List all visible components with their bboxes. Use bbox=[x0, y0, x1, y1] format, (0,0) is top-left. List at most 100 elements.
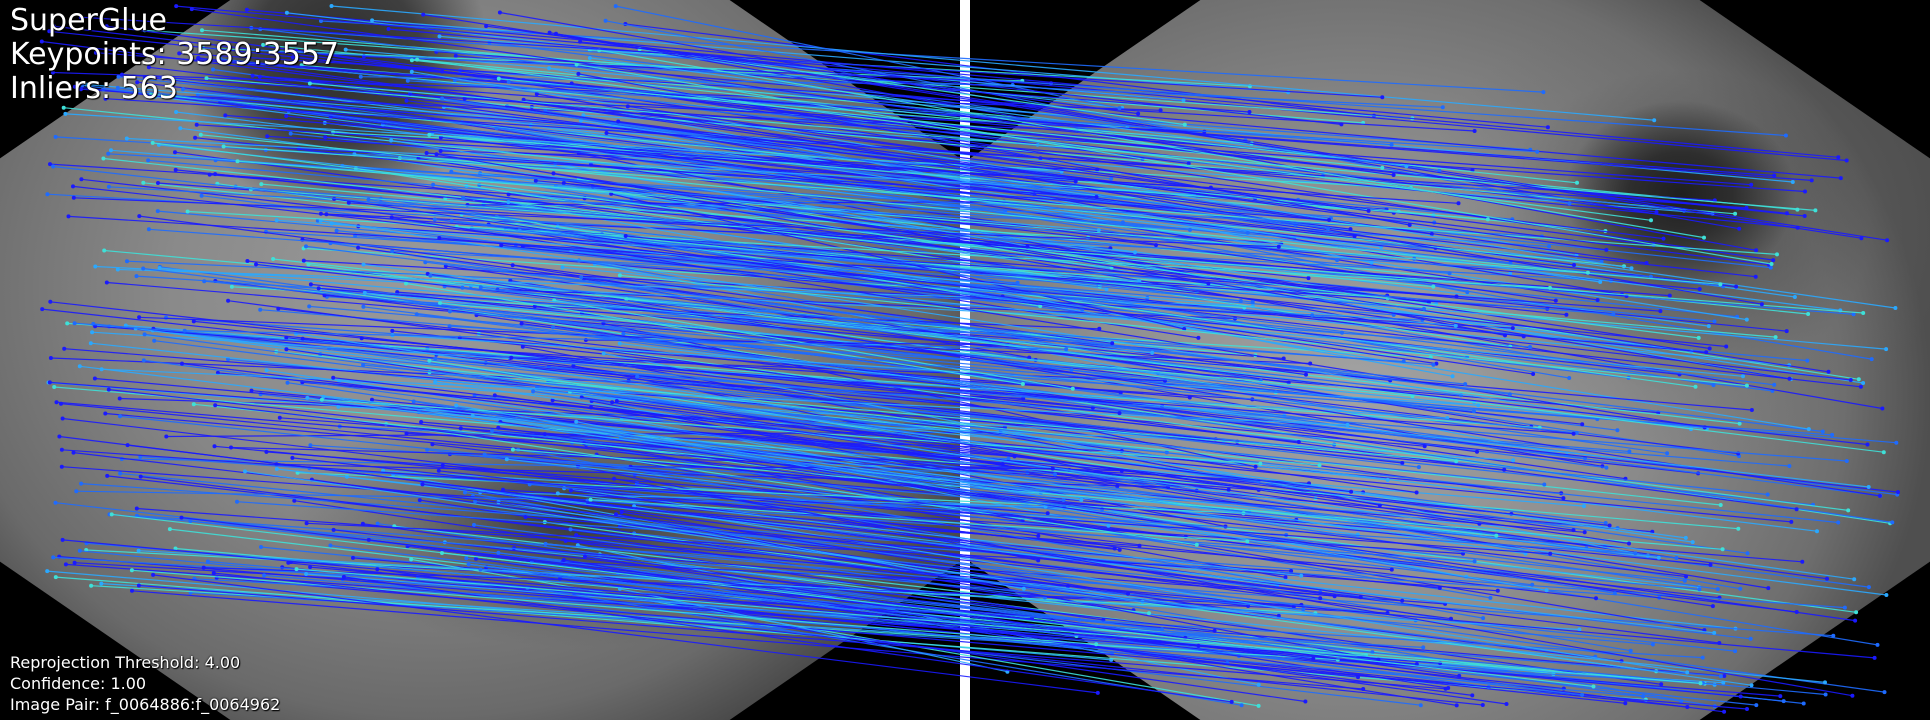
match-line bbox=[213, 572, 1483, 706]
keypoint-dot bbox=[336, 404, 341, 409]
keypoint-dot bbox=[496, 550, 501, 555]
keypoint-dot bbox=[1580, 422, 1585, 427]
match-line bbox=[591, 400, 1226, 528]
match-line bbox=[545, 543, 1304, 610]
keypoint-dot bbox=[1846, 508, 1851, 513]
keypoint-dot bbox=[1733, 211, 1738, 216]
match-line bbox=[50, 301, 1299, 443]
keypoint-dot bbox=[322, 293, 327, 298]
keypoint-dot bbox=[213, 172, 218, 177]
keypoint-dot bbox=[1644, 261, 1649, 265]
keypoint-dot bbox=[84, 82, 89, 87]
keypoint-dot bbox=[490, 428, 495, 433]
match-line bbox=[563, 182, 1429, 303]
keypoint-dot bbox=[409, 69, 414, 74]
keypoint-dot bbox=[506, 79, 511, 84]
keypoint-dot bbox=[1094, 642, 1099, 647]
keypoint-dot bbox=[1485, 217, 1490, 222]
keypoint-dot bbox=[1825, 576, 1829, 581]
keypoint-dot bbox=[424, 151, 429, 155]
keypoint-dot bbox=[174, 4, 179, 9]
keypoint-dot bbox=[1737, 421, 1742, 426]
match-line bbox=[554, 299, 1073, 390]
match-line bbox=[500, 421, 1713, 607]
keypoint-dot bbox=[99, 367, 104, 372]
keypoint-dot bbox=[523, 515, 528, 519]
keypoint-dot bbox=[1789, 519, 1794, 524]
keypoint-dot bbox=[182, 328, 187, 333]
keypoint-dot bbox=[53, 500, 58, 505]
match-line bbox=[508, 201, 1453, 377]
match-line bbox=[144, 333, 1259, 482]
keypoint-dot bbox=[265, 134, 270, 139]
keypoint-dot bbox=[223, 113, 228, 118]
keypoint-dot bbox=[473, 499, 478, 504]
keypoint-dot bbox=[1104, 287, 1109, 292]
keypoint-dot bbox=[235, 499, 239, 504]
keypoint-dot bbox=[137, 315, 142, 320]
match-line bbox=[430, 275, 1466, 385]
keypoint-dot bbox=[415, 57, 420, 62]
match-line bbox=[309, 82, 1816, 211]
keypoint-dot bbox=[1718, 503, 1723, 507]
match-line bbox=[489, 41, 1246, 142]
keypoint-dot bbox=[198, 132, 203, 137]
keypoint-dot bbox=[1000, 462, 1005, 466]
keypoint-dot bbox=[72, 560, 77, 565]
keypoint-dot bbox=[482, 452, 487, 457]
match-line bbox=[576, 63, 1772, 265]
keypoint-dot bbox=[104, 24, 109, 29]
keypoint-dot bbox=[389, 215, 394, 220]
match-line bbox=[623, 333, 1577, 434]
keypoint-dot bbox=[290, 455, 295, 460]
match-line bbox=[435, 381, 1855, 580]
keypoint-dot bbox=[90, 330, 95, 335]
match-line bbox=[320, 20, 1544, 93]
match-line bbox=[478, 333, 1849, 511]
keypoint-dot bbox=[1429, 232, 1434, 236]
keypoint-dot bbox=[1574, 430, 1579, 435]
keypoint-dot bbox=[1722, 674, 1727, 678]
match-line bbox=[153, 574, 1098, 694]
match-line bbox=[492, 430, 1677, 559]
match-line bbox=[198, 57, 1607, 251]
keypoint-dot bbox=[1212, 628, 1217, 633]
match-line bbox=[321, 399, 1261, 465]
keypoint-dot bbox=[346, 200, 351, 205]
match-line bbox=[181, 517, 1186, 639]
keypoint-dot bbox=[246, 47, 251, 52]
keypoint-dot bbox=[301, 258, 306, 263]
keypoint-dot bbox=[103, 411, 108, 416]
keypoint-dot bbox=[1495, 588, 1500, 593]
keypoint-dot bbox=[1548, 551, 1553, 556]
keypoint-dot bbox=[1053, 472, 1057, 477]
keypoint-dot bbox=[1571, 431, 1576, 436]
keypoint-dot bbox=[1421, 645, 1426, 650]
keypoint-dot bbox=[1021, 586, 1026, 591]
match-line bbox=[511, 357, 1574, 435]
match-line bbox=[184, 330, 1067, 350]
keypoint-dot bbox=[421, 12, 426, 17]
match-line bbox=[338, 406, 1224, 441]
keypoint-dot bbox=[1769, 262, 1774, 266]
keypoint-dot bbox=[202, 279, 207, 284]
keypoint-dot bbox=[419, 420, 424, 424]
keypoint-dot bbox=[1784, 329, 1789, 334]
keypoint-dot bbox=[47, 29, 52, 34]
keypoint-dot bbox=[1414, 490, 1419, 495]
match-line bbox=[49, 381, 1015, 457]
parameters-block: Reprojection Threshold: 4.00 Confidence:… bbox=[10, 652, 280, 715]
keypoint-dot bbox=[417, 498, 422, 503]
match-line bbox=[407, 80, 1538, 153]
keypoint-dot bbox=[304, 521, 309, 526]
keypoint-dot bbox=[1872, 655, 1877, 660]
keypoint-dot bbox=[173, 150, 177, 155]
keypoint-dot bbox=[1541, 90, 1546, 95]
match-line bbox=[86, 542, 1721, 677]
keypoint-dot bbox=[1366, 208, 1371, 213]
keypoint-dot bbox=[136, 583, 141, 588]
keypoint-dot bbox=[1471, 409, 1476, 414]
match-line bbox=[190, 592, 1703, 684]
keypoint-dot bbox=[72, 321, 77, 326]
